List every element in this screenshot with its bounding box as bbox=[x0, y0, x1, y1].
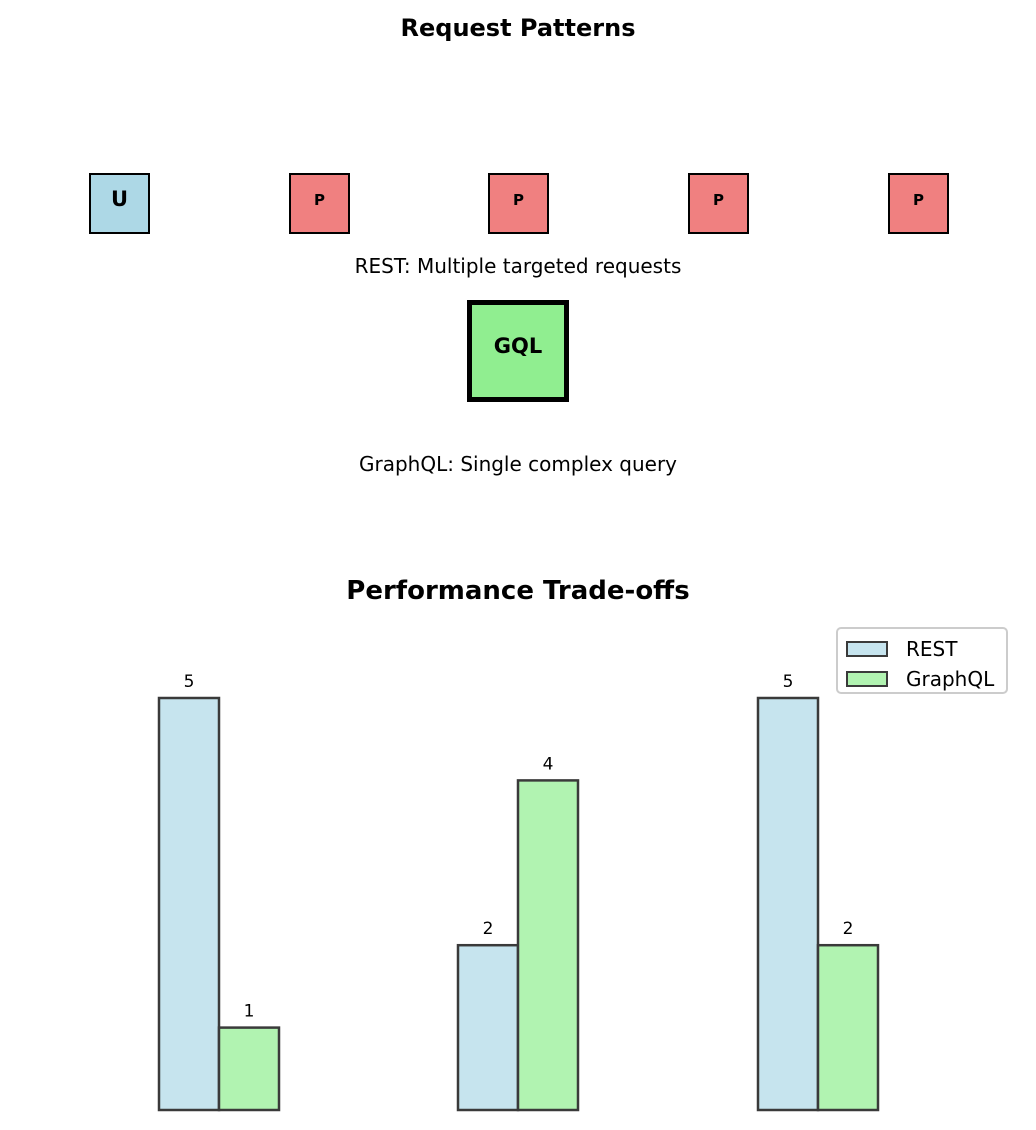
legend-item-rest: REST bbox=[846, 637, 957, 661]
post-box: P bbox=[488, 173, 549, 234]
bar-value-label: 5 bbox=[184, 672, 195, 692]
bar-graphql bbox=[816, 943, 880, 1112]
post-box-label: P bbox=[713, 191, 724, 209]
legend-item-graphql: GraphQL bbox=[846, 667, 994, 691]
post-box: P bbox=[688, 173, 749, 234]
legend-swatch-rest bbox=[846, 641, 888, 657]
post-box-label: P bbox=[513, 191, 524, 209]
post-box-label: P bbox=[314, 191, 325, 209]
diagram-title: Request Patterns bbox=[400, 14, 636, 42]
bar-rest bbox=[157, 696, 221, 1112]
chart-title: Performance Trade-offs bbox=[346, 576, 690, 606]
post-box: P bbox=[888, 173, 949, 234]
legend-swatch-graphql bbox=[846, 671, 888, 687]
graphql-box-label: GQL bbox=[493, 334, 543, 358]
bar-value-label: 1 bbox=[244, 1002, 255, 1022]
bar-rest bbox=[756, 696, 820, 1112]
graphql-caption: GraphQL: Single complex query bbox=[358, 452, 678, 476]
post-box: P bbox=[289, 173, 350, 234]
legend-label-graphql: GraphQL bbox=[906, 667, 995, 691]
graphql-box: GQL bbox=[467, 300, 569, 402]
user-box: U bbox=[89, 173, 150, 234]
bar-rest bbox=[456, 943, 520, 1112]
bar-value-label: 2 bbox=[483, 919, 494, 939]
bar-value-label: 5 bbox=[783, 672, 794, 692]
legend-label-rest: REST bbox=[906, 637, 958, 661]
user-box-label: U bbox=[110, 187, 129, 211]
rest-caption: REST: Multiple targeted requests bbox=[354, 254, 682, 278]
bar-value-label: 2 bbox=[843, 919, 854, 939]
chart-legend: REST GraphQL bbox=[836, 627, 1008, 694]
bar-graphql bbox=[516, 779, 580, 1112]
bar-value-label: 4 bbox=[543, 754, 554, 774]
bar-graphql bbox=[217, 1026, 281, 1112]
post-box-label: P bbox=[913, 191, 924, 209]
